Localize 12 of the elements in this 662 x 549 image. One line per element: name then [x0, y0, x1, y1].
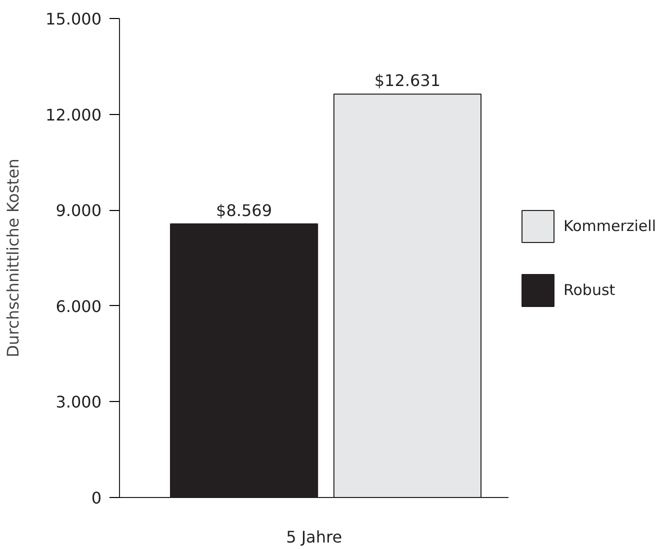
y-tick-label: 12.000: [46, 105, 102, 124]
y-tick-label: 9.000: [56, 201, 102, 220]
y-tick-label: 15.000: [46, 10, 102, 28]
y-tick-label: 3.000: [56, 392, 102, 412]
data-label: $12.631: [374, 71, 441, 90]
x-tick-label: 5 Jahre: [286, 528, 342, 546]
y-axis-title: Durchschnittliche Kosten: [4, 158, 23, 358]
y-tick-label: 0: [91, 488, 102, 508]
legend-label: Kommerziell: [564, 216, 656, 234]
data-label: $8.569: [216, 200, 272, 220]
legend-label: Robust: [564, 280, 616, 298]
y-tick-label: 6.000: [56, 296, 102, 316]
